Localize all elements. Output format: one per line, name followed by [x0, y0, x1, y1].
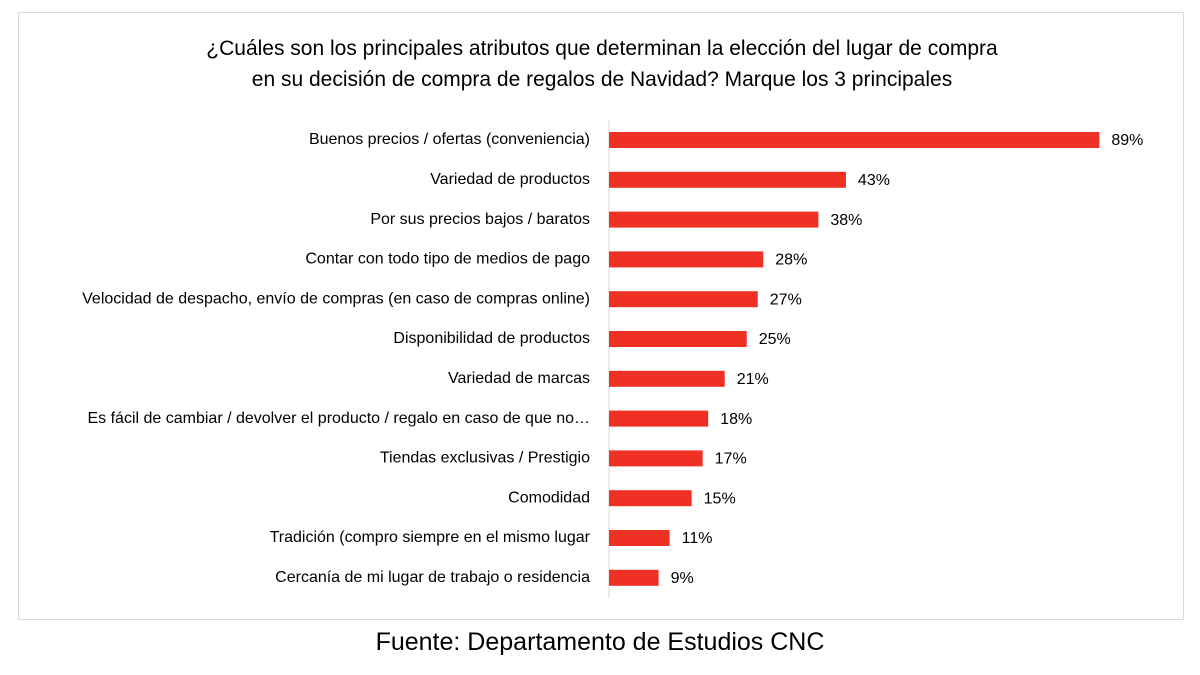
data-label: 15%: [704, 490, 736, 507]
bar: [609, 530, 670, 546]
category-label: Velocidad de despacho, envío de compras …: [82, 290, 590, 307]
source-note: Fuente: Departamento de Estudios CNC: [375, 628, 825, 656]
bar: [609, 132, 1100, 148]
bar: [609, 211, 819, 228]
data-label: 38%: [830, 212, 862, 229]
bar: [609, 410, 709, 427]
category-label: Es fácil de cambiar / devolver el produc…: [87, 410, 590, 427]
category-label: Por sus precios bajos / baratos: [370, 211, 590, 228]
chart-title: ¿Cuáles son los principales atributos qu…: [19, 33, 1185, 95]
chart-frame: ¿Cuáles son los principales atributos qu…: [18, 12, 1184, 620]
data-label: 17%: [715, 451, 747, 468]
data-label: 18%: [720, 411, 752, 428]
bar: [609, 490, 692, 507]
category-label: Buenos precios / ofertas (conveniencia): [309, 131, 590, 148]
bar: [609, 171, 846, 188]
chart-title-line-2: en su decisión de compra de regalos de N…: [251, 68, 953, 91]
category-label: Variedad de productos: [430, 171, 590, 188]
category-label: Tradición (compro siempre en el mismo lu…: [270, 529, 591, 546]
data-label: 21%: [737, 371, 769, 388]
bar: [609, 251, 764, 268]
bar: [609, 291, 758, 308]
category-label: Comodidad: [508, 489, 590, 506]
category-label: Variedad de marcas: [448, 370, 590, 387]
bar: [609, 450, 703, 467]
category-label: Disponibilidad de productos: [393, 330, 590, 347]
bar: [609, 569, 659, 586]
chart-title-line-1: ¿Cuáles son los principales atributos qu…: [206, 37, 998, 60]
data-label: 43%: [858, 172, 890, 189]
data-label: 89%: [1111, 132, 1143, 149]
category-label: Cercanía de mi lugar de trabajo o reside…: [275, 569, 590, 586]
bar: [609, 331, 747, 347]
category-label: Contar con todo tipo de medios de pago: [305, 251, 590, 268]
data-label: 25%: [759, 331, 791, 348]
data-label: 27%: [770, 291, 802, 308]
category-label: Tiendas exclusivas / Prestigio: [380, 450, 590, 467]
bar: [609, 370, 725, 387]
data-label: 28%: [775, 252, 807, 269]
data-label: 11%: [682, 530, 713, 547]
data-label: 9%: [671, 570, 694, 587]
